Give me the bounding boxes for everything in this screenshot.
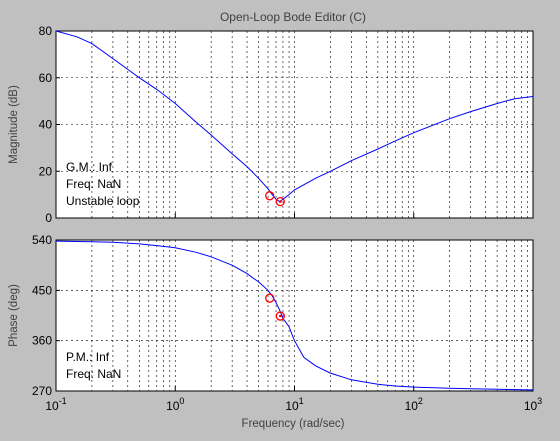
magnitude-annotation-line: G.M.: Inf <box>66 160 113 174</box>
magnitude-pole-marker[interactable] <box>265 191 275 201</box>
phase-plot[interactable]: 270 360 450 540 P.M.: Inf Freq: NaN 10-1 100 101… <box>32 233 542 413</box>
magnitude-axis-label: Magnitude (dB) <box>8 85 20 164</box>
phase-ytick-label: 450 <box>32 283 52 297</box>
magnitude-ytick-label: 80 <box>39 24 53 38</box>
phase-ytick-label: 270 <box>32 384 52 398</box>
magnitude-pole-marker-dot <box>278 200 282 203</box>
phase-pole-marker[interactable] <box>265 293 275 303</box>
phase-annotation-line: P.M.: Inf <box>66 350 110 364</box>
frequency-tick-label: 10-1 <box>45 396 66 413</box>
magnitude-ytick-label: 0 <box>45 211 52 225</box>
magnitude-ytick-label: 20 <box>39 164 53 178</box>
magnitude-response-line[interactable] <box>55 30 534 203</box>
frequency-axis-label: Frequency (rad/sec) <box>242 418 345 430</box>
frequency-tick-label: 102 <box>405 396 423 413</box>
magnitude-ytick-label: 40 <box>39 118 53 132</box>
phase-response-line[interactable] <box>55 240 534 391</box>
phase-pole-marker-dot <box>278 314 282 318</box>
frequency-tick-label: 100 <box>166 396 184 413</box>
magnitude-annotation-line: Unstable loop <box>66 194 140 208</box>
magnitude-ytick-label: 60 <box>39 71 53 85</box>
frequency-tick-label: 103 <box>524 396 542 413</box>
frequency-tick-label: 101 <box>285 396 303 413</box>
magnitude-annotation-line: Freq: NaN <box>66 177 121 191</box>
phase-ytick-label: 540 <box>32 233 52 247</box>
magnitude-pole-marker[interactable] <box>275 196 285 207</box>
phase-pole-marker[interactable] <box>275 311 285 321</box>
phase-axis-label: Phase (deg) <box>8 284 20 347</box>
phase-annotation-line: Freq: NaN <box>66 367 121 381</box>
window-title: Open-Loop Bode Editor (C) <box>220 10 366 24</box>
magnitude-plot[interactable]: 0 20 40 60 80 G.M.: Inf Freq: NaN Unstable loop <box>39 24 534 225</box>
phase-ytick-label: 360 <box>32 334 52 348</box>
